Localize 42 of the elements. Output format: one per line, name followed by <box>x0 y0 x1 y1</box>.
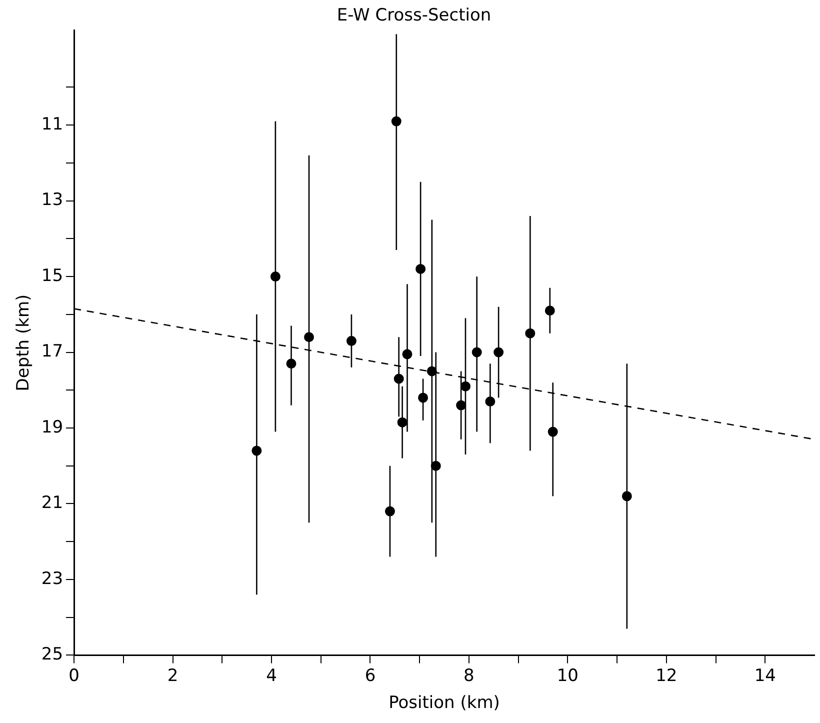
point <box>397 417 408 428</box>
point <box>622 491 632 502</box>
x-tick-label: 4 <box>266 666 277 686</box>
point <box>416 264 426 274</box>
x-tick-label: 0 <box>68 666 80 686</box>
chart-title: E-W Cross-Section <box>336 6 492 26</box>
point <box>391 116 402 126</box>
x-tick-label: 10 <box>556 666 578 686</box>
point <box>252 446 262 456</box>
y-tick-label: 21 <box>41 493 64 514</box>
x-tick-label: 12 <box>656 666 678 686</box>
point <box>494 347 504 358</box>
y-axis-title: Depth (km) <box>14 294 34 392</box>
y-tick-label: 19 <box>41 417 64 438</box>
x-tick-label: 2 <box>167 666 178 686</box>
y-tick-label: 11 <box>41 114 64 134</box>
x-tick-label: 6 <box>364 666 376 686</box>
point <box>304 332 314 342</box>
point <box>544 306 555 316</box>
x-axis-title: Position (km) <box>388 693 500 714</box>
y-tick-label: 17 <box>41 342 64 362</box>
point <box>384 506 395 516</box>
y-tick-label: 13 <box>41 190 64 210</box>
point <box>485 396 496 406</box>
point <box>548 426 558 437</box>
x-tick-label: 8 <box>464 666 474 686</box>
point <box>525 328 536 338</box>
point <box>472 347 482 358</box>
y-tick-label: 23 <box>41 568 64 589</box>
point <box>430 460 441 471</box>
y-tick-label: 15 <box>41 266 64 286</box>
y-tick-label: 25 <box>41 644 64 665</box>
point <box>286 358 296 369</box>
x-tick-label: 14 <box>754 666 776 686</box>
point <box>460 381 470 392</box>
point <box>426 366 437 376</box>
point <box>418 392 428 403</box>
point <box>394 374 404 384</box>
point <box>270 272 280 282</box>
point <box>456 400 466 410</box>
point <box>402 349 412 360</box>
point <box>346 336 356 346</box>
